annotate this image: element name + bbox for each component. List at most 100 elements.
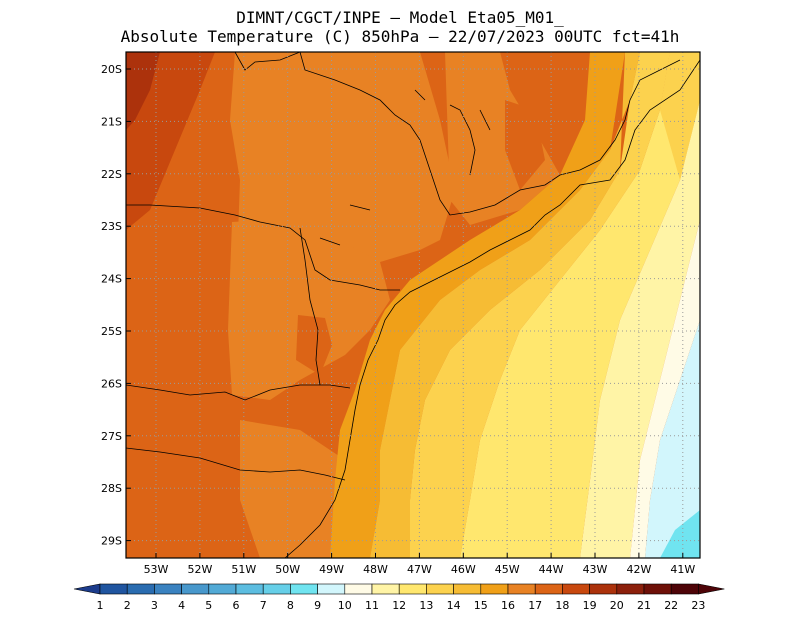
- colorbar-swatch-5: [208, 583, 237, 595]
- colorbar-swatch-12: [398, 583, 427, 595]
- colorbar-label-11: 11: [365, 599, 379, 612]
- colorbar-label-2: 2: [124, 599, 131, 612]
- colorbar-label-15: 15: [474, 599, 488, 612]
- colorbar-label-14: 14: [447, 599, 461, 612]
- colorbar-label-16: 16: [501, 599, 515, 612]
- colorbar-swatch-17: [534, 583, 563, 595]
- temperature-field: [126, 52, 700, 558]
- colorbar-label-10: 10: [338, 599, 352, 612]
- lon-label-45w: 45W: [495, 563, 520, 576]
- colorbar-label-19: 19: [583, 599, 597, 612]
- band-20: [126, 52, 215, 230]
- colorbar-swatch-9: [317, 583, 346, 595]
- state-border-north: [299, 52, 681, 216]
- colorbar-swatch-20: [616, 583, 645, 595]
- lat-label-26s: 26S: [101, 377, 122, 390]
- colorbar-swatch-6: [235, 583, 264, 595]
- colorbar-arrow-high: [698, 583, 725, 595]
- colorbar-label-3: 3: [151, 599, 158, 612]
- colorbar-swatch-16: [507, 583, 536, 595]
- colorbar-label-13: 13: [419, 599, 433, 612]
- lon-label-46w: 46W: [451, 563, 476, 576]
- colorbar-swatch-3: [154, 583, 182, 595]
- colorbar-label-12: 12: [392, 599, 406, 612]
- colorbar-label-4: 4: [178, 599, 185, 612]
- coastline: [284, 59, 700, 558]
- state-border-sp-pr: [126, 204, 400, 291]
- lat-label-27s: 27S: [101, 430, 122, 443]
- colorbar-label-21: 21: [637, 599, 651, 612]
- colorbar-label-8: 8: [287, 599, 294, 612]
- colorbar-swatch-11: [371, 583, 400, 595]
- colorbar-swatch-21: [643, 583, 672, 595]
- lat-label-25s: 25S: [101, 325, 122, 338]
- lon-label-48w: 48W: [363, 563, 388, 576]
- lat-label-20s: 20S: [101, 63, 122, 76]
- map-frame: [125, 51, 701, 559]
- colorbar-swatch-19: [589, 583, 618, 595]
- lon-label-43w: 43W: [583, 563, 608, 576]
- coastline-borders: [126, 52, 700, 558]
- colorbar-label-20: 20: [610, 599, 624, 612]
- band-19-spot: [296, 315, 332, 375]
- longitude-labels: 53W 52W 51W 50W 49W 48W 47W 46W 45W 44W 43W 42W 41W: [144, 553, 695, 576]
- colorbar-label-23: 23: [691, 599, 705, 612]
- colorbar-label-1: 1: [97, 599, 104, 612]
- band-14: [460, 52, 700, 558]
- state-border-sc-rs: [126, 447, 346, 481]
- colorbar: 1 2 3 4 5 6 7 8 9 10 11 12 13 14 15 16 17 18 19 20 21 22 23: [73, 583, 725, 612]
- colorbar-swatch-8: [290, 583, 318, 595]
- map-title-line2: Absolute Temperature (C) 850hPa – 22/07/…: [120, 27, 680, 46]
- latitude-labels: 20S 21S 22S 23S 24S 25S 26S 27S 28S 29S: [101, 63, 131, 548]
- colorbar-swatch-15: [480, 583, 509, 595]
- band-17: [330, 52, 625, 558]
- colorbar-swatch-14: [453, 583, 482, 595]
- map-title-line1: DIMNT/CGCT/INPE – Model Eta05_M01_: [236, 8, 564, 27]
- colorbar-swatch-7: [262, 583, 291, 595]
- lat-label-21s: 21S: [101, 115, 122, 128]
- colorbar-swatch-22: [670, 583, 699, 595]
- colorbar-label-22: 22: [664, 599, 678, 612]
- colorbar-swatch-10: [344, 583, 373, 595]
- colorbar-label-7: 7: [260, 599, 267, 612]
- band-18-east: [445, 52, 560, 225]
- colorbar-label-6: 6: [233, 599, 240, 612]
- colorbar-label-9: 9: [314, 599, 321, 612]
- colorbar-label-5: 5: [205, 599, 212, 612]
- lon-label-52w: 52W: [187, 563, 212, 576]
- lon-label-41w: 41W: [670, 563, 695, 576]
- lon-label-42w: 42W: [626, 563, 651, 576]
- lon-label-49w: 49W: [319, 563, 344, 576]
- lat-lon-grid: [126, 52, 700, 558]
- lon-label-44w: 44W: [539, 563, 564, 576]
- band-13: [580, 100, 700, 558]
- band-16: [370, 52, 640, 558]
- colorbar-swatch-13: [426, 583, 454, 595]
- lat-label-22s: 22S: [101, 168, 122, 181]
- band-11: [645, 320, 700, 558]
- river-border: [299, 227, 321, 386]
- colorbar-swatch-1: [99, 583, 128, 595]
- lat-label-28s: 28S: [101, 482, 122, 495]
- lon-label-50w: 50W: [275, 563, 300, 576]
- band-10: [660, 510, 700, 558]
- band-19-east-spot: [505, 100, 545, 190]
- colorbar-swatch-2: [126, 583, 155, 595]
- lon-label-51w: 51W: [231, 563, 256, 576]
- colorbar-swatch-18: [562, 583, 590, 595]
- band-18-sw: [240, 420, 350, 558]
- lon-label-53w: 53W: [144, 563, 169, 576]
- colorbar-swatch-4: [181, 583, 210, 595]
- lat-label-23s: 23S: [101, 220, 122, 233]
- lon-label-47w: 47W: [407, 563, 432, 576]
- reservoirs: [319, 89, 491, 246]
- colorbar-label-18: 18: [555, 599, 569, 612]
- band-18-south: [228, 218, 390, 400]
- band-15-ne: [660, 52, 700, 180]
- colorbar-arrow-low: [73, 583, 101, 595]
- colorbar-label-17: 17: [528, 599, 542, 612]
- band-21: [126, 52, 160, 130]
- state-border-ms: [234, 52, 301, 71]
- lat-label-29s: 29S: [101, 535, 122, 548]
